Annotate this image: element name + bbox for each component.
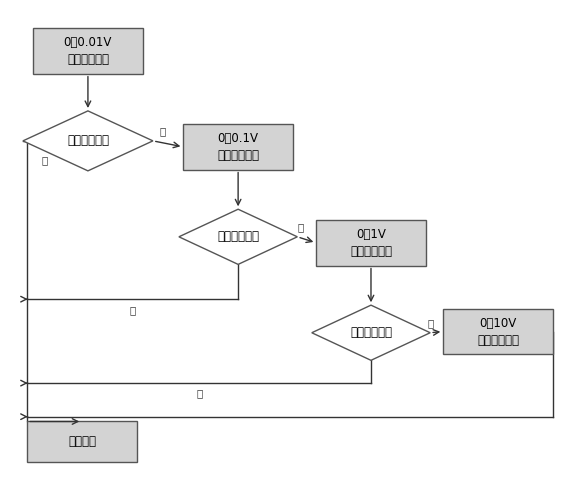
Polygon shape bbox=[312, 305, 430, 360]
FancyBboxPatch shape bbox=[28, 422, 137, 462]
Text: 是否超过量程: 是否超过量程 bbox=[350, 326, 392, 339]
FancyBboxPatch shape bbox=[443, 309, 553, 354]
FancyBboxPatch shape bbox=[183, 124, 293, 170]
Text: 否: 否 bbox=[196, 388, 202, 399]
Text: 是: 是 bbox=[298, 222, 304, 232]
Polygon shape bbox=[179, 209, 297, 264]
Text: 0－0.1V
线性测量通道: 0－0.1V 线性测量通道 bbox=[217, 132, 259, 162]
Text: 否: 否 bbox=[130, 305, 136, 315]
Text: 是否超过量程: 是否超过量程 bbox=[217, 230, 259, 244]
Text: 是: 是 bbox=[159, 126, 165, 136]
Text: 是: 是 bbox=[428, 318, 434, 328]
Polygon shape bbox=[23, 111, 153, 171]
Text: 0－10V
线性测量通道: 0－10V 线性测量通道 bbox=[477, 317, 519, 346]
FancyBboxPatch shape bbox=[33, 28, 143, 74]
Text: 0－0.01V
线性测量通道: 0－0.01V 线性测量通道 bbox=[64, 36, 112, 66]
Text: 否: 否 bbox=[42, 155, 47, 165]
FancyBboxPatch shape bbox=[316, 220, 426, 265]
Text: 后续处理: 后续处理 bbox=[68, 435, 96, 448]
Text: 0－1V
线性测量通道: 0－1V 线性测量通道 bbox=[350, 228, 392, 258]
Text: 是否超过量程: 是否超过量程 bbox=[67, 134, 109, 147]
